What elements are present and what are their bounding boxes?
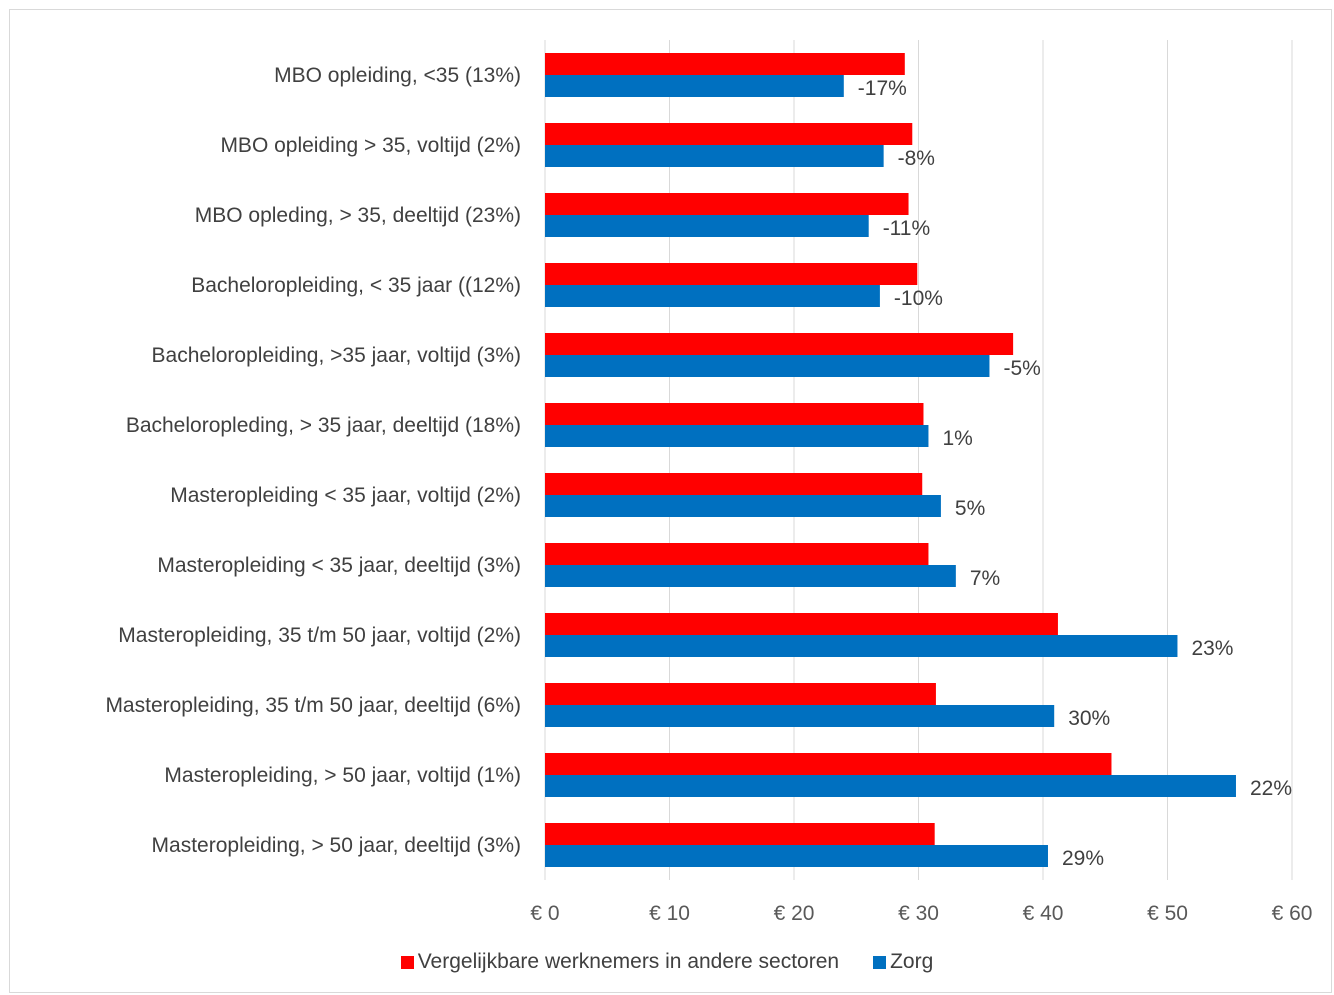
data-label: -10% [894,287,943,310]
x-tick-label: € 10 [649,902,690,925]
bar-series-1 [545,683,936,705]
data-label: 22% [1250,777,1292,800]
bar-series-2 [545,495,941,517]
category-label: MBO opleiding > 35, voltijd (2%) [220,134,521,157]
data-label: 29% [1062,847,1104,870]
data-label: -11% [883,217,930,240]
data-label: -5% [1003,357,1040,380]
legend-label-series-2: Zorg [890,950,934,973]
bar-series-1 [545,123,913,145]
bar-series-2 [545,75,844,97]
bar-series-1 [545,473,923,495]
legend-item-series-2: Zorg [873,950,933,974]
category-label: MBO opleding, > 35, deeltijd (23%) [195,204,521,227]
bar-series-2 [545,565,956,587]
data-label: 1% [942,427,972,450]
bar-series-1 [545,753,1112,775]
bar-series-2 [545,285,880,307]
bar-series-1 [545,53,905,75]
bar-series-1 [545,263,918,285]
bar-series-2 [545,425,929,447]
data-label: 5% [955,497,985,520]
bar-series-2 [545,635,1178,657]
category-label: Bacheloropleding, > 35 jaar, deeltijd (1… [126,414,521,437]
bar-series-1 [545,403,924,425]
x-tick-label: € 30 [898,902,939,925]
legend-swatch-blue [873,955,887,969]
gridlines [544,40,1293,880]
category-label: MBO opleiding, <35 (13%) [274,64,521,87]
bar-series-2 [545,215,869,237]
legend: Vergelijkbare werknemers in andere secto… [0,950,1334,974]
legend-label-series-1: Vergelijkbare werknemers in andere secto… [417,950,840,973]
x-tick-label: € 0 [530,902,559,925]
x-tick-label: € 50 [1147,902,1188,925]
category-label: Masteropleiding, > 50 jaar, deeltijd (3%… [152,834,521,857]
category-label: Masteropleiding < 35 jaar, voltijd (2%) [170,484,521,507]
category-label: Masteropleiding < 35 jaar, deeltijd (3%) [157,554,521,577]
data-label: 7% [970,567,1000,590]
data-label: -17% [858,77,907,100]
x-tick-labels: € 0 € 10 € 20 € 30 € 40 € 50 € 60 [530,902,1312,925]
bar-series-2 [545,845,1048,867]
chart-frame [9,9,1332,993]
category-labels: MBO opleiding, <35 (13%) MBO opleiding > … [105,64,521,857]
x-tick-label: € 60 [1272,902,1313,925]
bar-series-1 [545,823,935,845]
bar-series-1 [545,333,1014,355]
data-label: 30% [1068,707,1110,730]
legend-swatch-red [400,955,414,969]
category-label: Bacheloropleiding, < 35 jaar ((12%) [191,274,521,297]
bar-series-2 [545,145,884,167]
category-label: Masteropleiding, > 50 jaar, voltijd (1%) [164,764,521,787]
category-label: Masteropleiding, 35 t/m 50 jaar, voltijd… [118,624,521,647]
category-label: Masteropleiding, 35 t/m 50 jaar, deeltij… [105,694,521,717]
bar-series-2 [545,355,990,377]
bar-series-1 [545,613,1058,635]
legend-item-series-1: Vergelijkbare werknemers in andere secto… [400,950,840,974]
x-tick-label: € 40 [1023,902,1064,925]
data-labels: -17% -8% -11% -10% -5% 1% 5% 7% 23% 30% 22% 29% [858,77,1292,870]
bar-series-1 [545,543,929,565]
bar-series-2 [545,705,1055,727]
category-label: Bacheloropleiding, >35 jaar, voltijd (3%… [152,344,521,367]
bar-series-1 [545,193,909,215]
bar-series-2 [545,775,1236,797]
data-label: 23% [1191,637,1233,660]
bars [545,53,1236,867]
data-label: -8% [898,147,935,170]
x-tick-label: € 20 [774,902,815,925]
